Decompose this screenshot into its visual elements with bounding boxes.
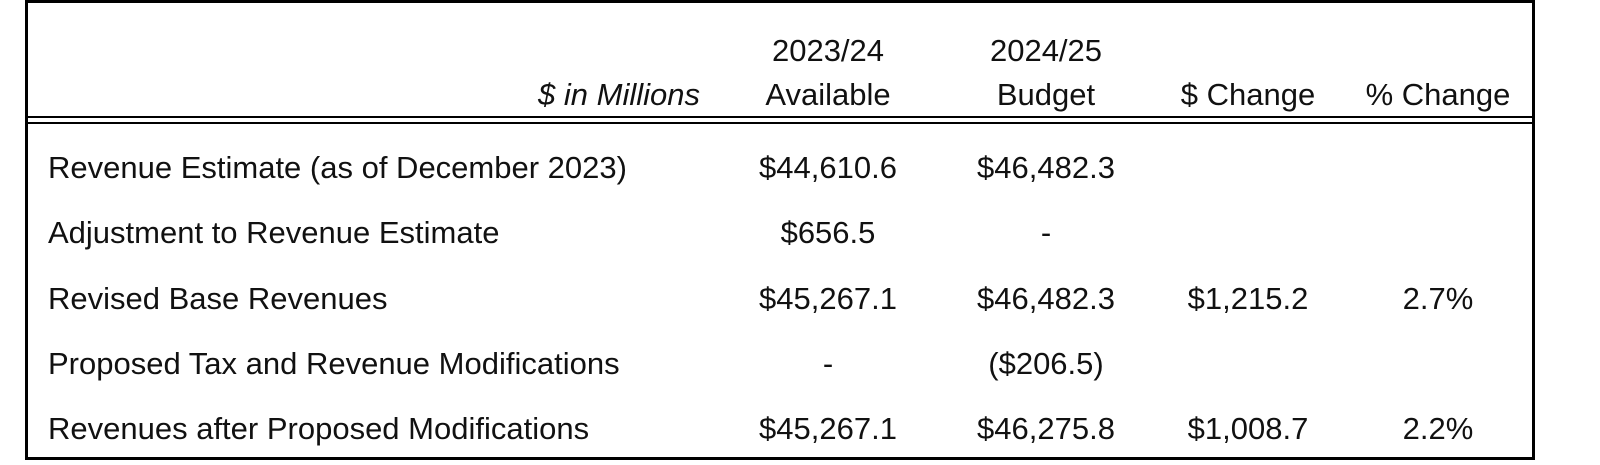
units-label: $ in Millions: [538, 77, 700, 112]
row-label: Adjustment to Revenue Estimate: [48, 215, 500, 250]
table-row: Revenues after Proposed Modifications $4…: [28, 399, 1532, 459]
column-header-dollar-change: $ Change: [1148, 73, 1348, 117]
available-value: $45,267.1: [759, 281, 897, 316]
column-header-budget: 2024/25 Budget: [946, 29, 1146, 117]
column-header-line2: Budget: [996, 77, 1096, 112]
header-rule-bottom: [28, 122, 1532, 124]
budget-value: $46,275.8: [977, 411, 1115, 446]
row-label: Revenue Estimate (as of December 2023): [48, 150, 627, 185]
budget-value: $46,482.3: [977, 281, 1115, 316]
percent-change-value: 2.2%: [1402, 411, 1474, 446]
dollar-change-value: $1,008.7: [1187, 411, 1309, 446]
table-row: Proposed Tax and Revenue Modifications -…: [28, 334, 1532, 394]
row-label: Proposed Tax and Revenue Modifications: [48, 346, 620, 381]
column-header-line2: $ Change: [1180, 77, 1316, 112]
dollar-change-value: $1,215.2: [1187, 281, 1309, 316]
percent-change-value: 2.7%: [1402, 281, 1474, 316]
table-row: Revised Base Revenues $45,267.1 $46,482.…: [28, 269, 1532, 329]
available-value: $44,610.6: [759, 150, 897, 185]
column-header-line1: 2023/24: [771, 33, 885, 68]
column-header-available: 2023/24 Available: [728, 29, 928, 117]
budget-value: -: [1040, 215, 1052, 250]
row-label: Revised Base Revenues: [48, 281, 388, 316]
available-value: $656.5: [780, 215, 876, 250]
table-header: $ in Millions 2023/24 Available 2024/25 …: [28, 3, 1532, 124]
row-label: Revenues after Proposed Modifications: [48, 411, 590, 446]
budget-value: $46,482.3: [977, 150, 1115, 185]
header-rule-top: [28, 116, 1532, 118]
table-row: Revenue Estimate (as of December 2023) $…: [28, 138, 1532, 198]
available-value: $45,267.1: [759, 411, 897, 446]
column-header-line2: % Change: [1365, 77, 1511, 112]
column-header-line1: 2024/25: [989, 33, 1103, 68]
column-header-percent-change: % Change: [1338, 73, 1538, 117]
available-value: -: [822, 346, 834, 381]
budget-value: ($206.5): [988, 346, 1104, 381]
revenue-table: $ in Millions 2023/24 Available 2024/25 …: [25, 0, 1535, 460]
column-header-line2: Available: [765, 77, 891, 112]
table-row: Adjustment to Revenue Estimate $656.5 -: [28, 203, 1532, 263]
